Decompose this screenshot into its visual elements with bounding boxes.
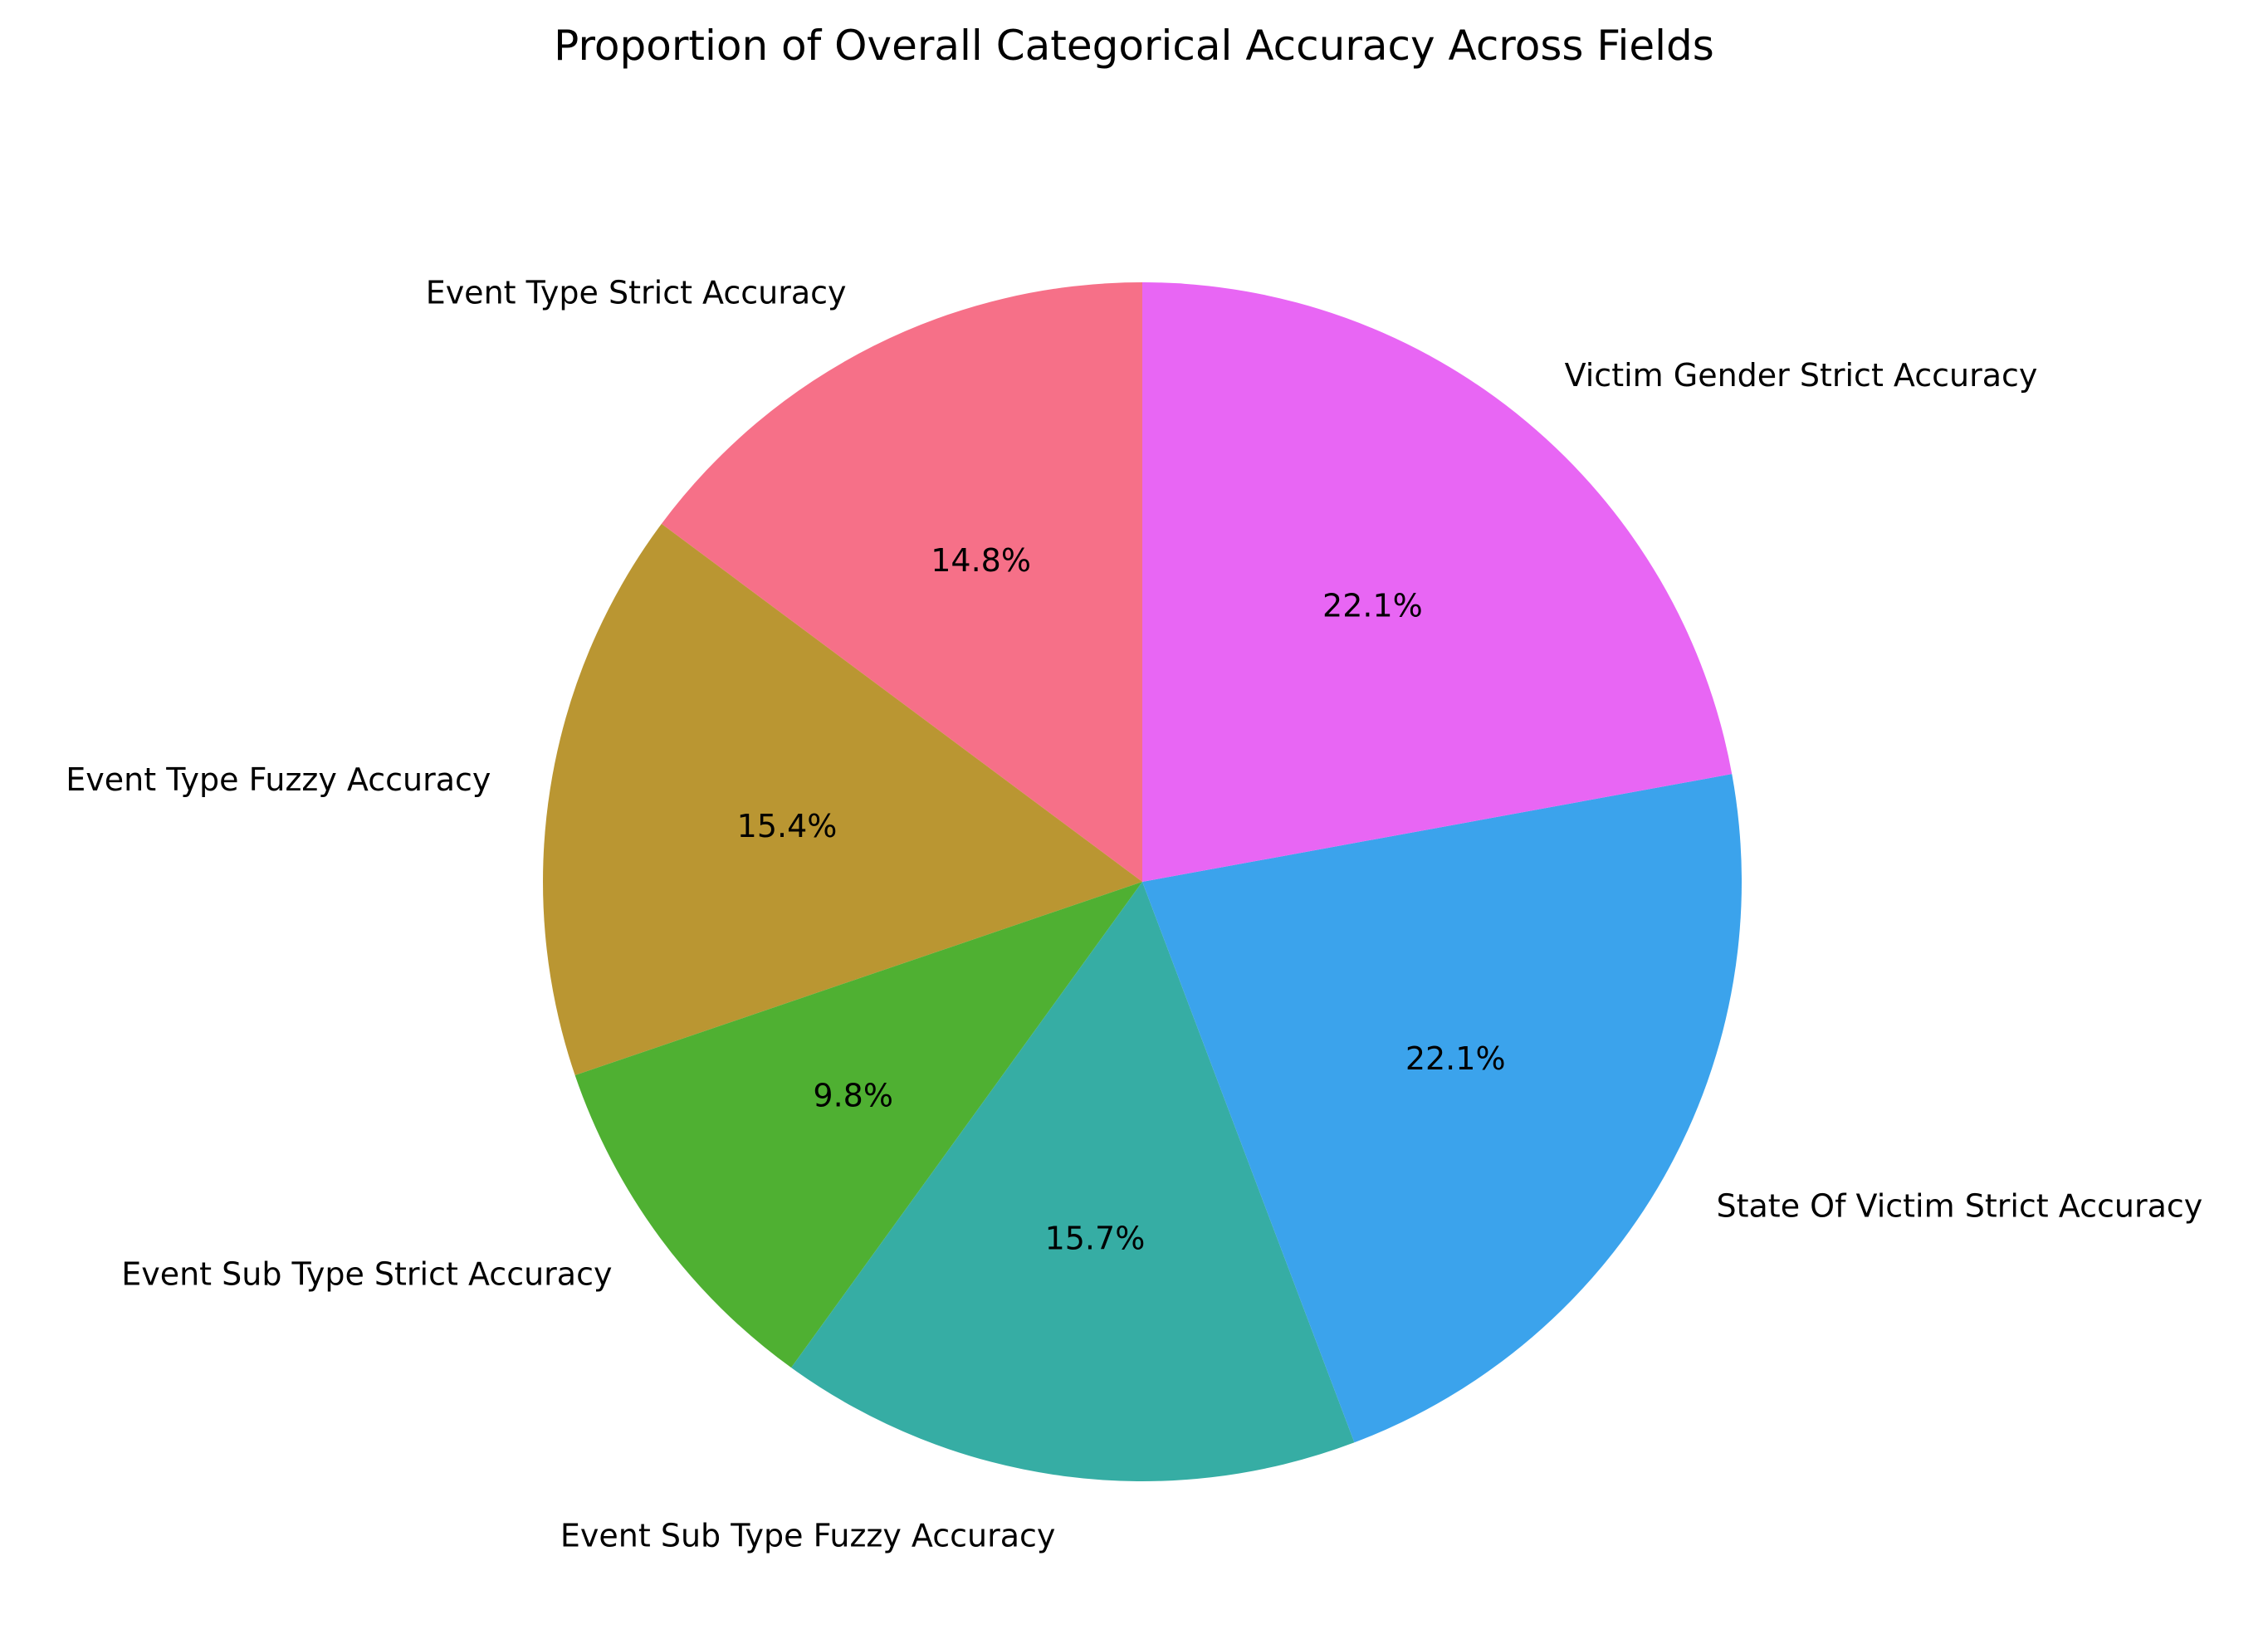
slice-label-victim-gender-strict-accuracy: Victim Gender Strict Accuracy xyxy=(1565,357,2038,394)
pie-slice-event-sub-type-strict-accuracy xyxy=(574,882,1142,1368)
slice-percent-victim-gender-strict-accuracy: 22.1% xyxy=(1322,587,1423,624)
pie-labels: Event Type Strict Accuracy 14.8% Event Typ… xyxy=(66,274,2202,1554)
pie-slice-event-sub-type-fuzzy-accuracy xyxy=(791,882,1355,1482)
chart-title: Proportion of Overall Categorical Accura… xyxy=(554,22,1714,70)
pie-slice-state-of-victim-strict-accuracy xyxy=(1142,774,1743,1443)
slice-percent-event-sub-type-strict-accuracy: 9.8% xyxy=(813,1078,893,1114)
slice-label-event-sub-type-fuzzy-accuracy: Event Sub Type Fuzzy Accuracy xyxy=(560,1517,1056,1554)
pie-slice-victim-gender-strict-accuracy xyxy=(1142,282,1733,882)
pie-slice-event-type-strict-accuracy xyxy=(661,282,1142,882)
slice-percent-event-sub-type-fuzzy-accuracy: 15.7% xyxy=(1045,1220,1146,1256)
slice-percent-event-type-strict-accuracy: 14.8% xyxy=(931,542,1031,579)
slice-percent-event-type-fuzzy-accuracy: 15.4% xyxy=(737,808,838,844)
slice-label-event-sub-type-strict-accuracy: Event Sub Type Strict Accuracy xyxy=(121,1255,612,1292)
slice-label-state-of-victim-strict-accuracy: State Of Victim Strict Accuracy xyxy=(1717,1188,2203,1225)
slice-label-event-type-fuzzy-accuracy: Event Type Fuzzy Accuracy xyxy=(66,761,491,798)
slice-percent-state-of-victim-strict-accuracy: 22.1% xyxy=(1405,1040,1506,1077)
slice-label-event-type-strict-accuracy: Event Type Strict Accuracy xyxy=(426,274,847,311)
pie-slices xyxy=(543,282,1743,1482)
pie-slice-event-type-fuzzy-accuracy xyxy=(543,523,1142,1076)
